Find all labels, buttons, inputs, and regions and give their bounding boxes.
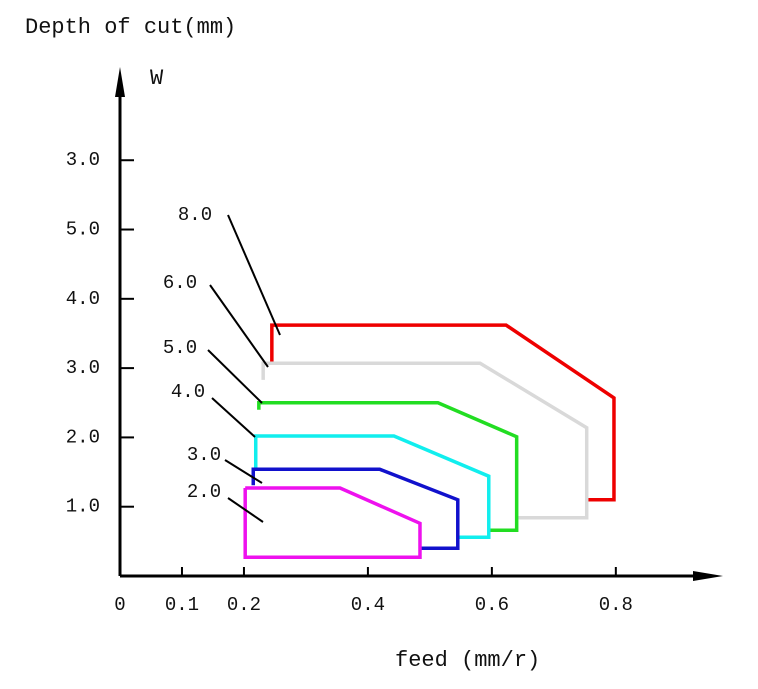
- series-line: [243, 486, 422, 560]
- series-label: 5.0: [163, 337, 197, 359]
- x-tick-label: 0: [114, 594, 125, 616]
- leader-line: [224, 459, 263, 484]
- series-line: [257, 401, 519, 533]
- series-label: 3.0: [187, 444, 221, 466]
- leader-line: [207, 349, 263, 404]
- series-label: 2.0: [187, 481, 221, 503]
- y-tick-label: 3.0: [66, 149, 100, 171]
- y-tick-label: 5.0: [66, 219, 100, 241]
- y-tick-label: 2.0: [66, 426, 100, 448]
- leader-line: [211, 397, 256, 438]
- x-axis-label: feed (mm/r): [395, 648, 540, 673]
- y-tick-label: 4.0: [66, 288, 100, 310]
- y-axis-label: W: [150, 66, 164, 91]
- x-tick-label: 0.1: [165, 594, 199, 616]
- x-axis-arrow: [693, 571, 723, 581]
- y-tick-label: 3.0: [66, 357, 100, 379]
- y-axis-arrow: [115, 67, 125, 97]
- series-line: [270, 323, 616, 502]
- series-line: [251, 467, 460, 551]
- x-tick-label: 0.2: [227, 594, 261, 616]
- chart-title: Depth of cut(mm): [25, 15, 236, 40]
- x-tick-label: 0.4: [351, 594, 385, 616]
- series-label: 8.0: [178, 204, 212, 226]
- leader-line: [227, 497, 264, 523]
- leader-line: [209, 284, 269, 368]
- series-label: 4.0: [171, 381, 205, 403]
- y-tick-label: 1.0: [66, 496, 100, 518]
- series-line: [261, 361, 589, 520]
- leader-line: [227, 214, 281, 336]
- x-tick-label: 0.6: [475, 594, 509, 616]
- series-label: 6.0: [163, 272, 197, 294]
- series-line: [253, 434, 491, 539]
- x-tick-label: 0.8: [599, 594, 633, 616]
